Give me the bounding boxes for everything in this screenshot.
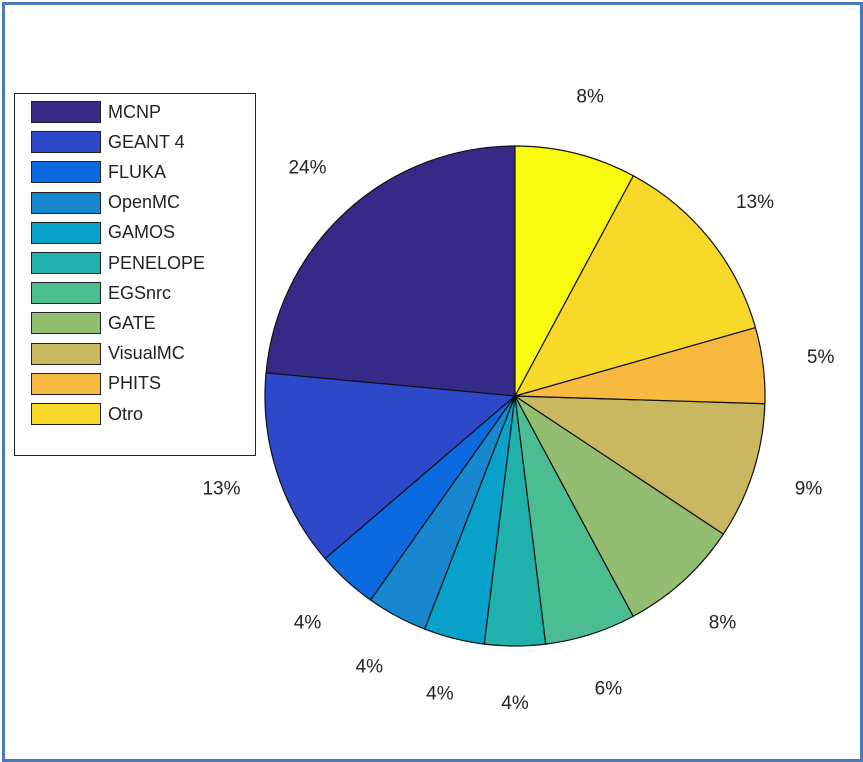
slice-percent-label: 4%: [426, 684, 454, 705]
legend-item-penelope: PENELOPE: [31, 250, 205, 276]
pie-slice-mcnp: [265, 145, 516, 397]
legend-swatch: [31, 372, 101, 395]
slice-percent-label: 4%: [501, 693, 529, 714]
legend-label: Otro: [108, 403, 144, 424]
slice-percent-label: 13%: [202, 478, 240, 499]
slice-percent-label: 5%: [807, 347, 835, 368]
pie-slice-visualmc: [512, 395, 766, 535]
legend-item-phits: PHITS: [31, 371, 161, 397]
slice-percent-label: 4%: [356, 656, 384, 677]
legend-label: GAMOS: [108, 222, 176, 243]
legend-item-gamos: GAMOS: [31, 220, 175, 246]
legend-item-visualmc: VisualMC: [31, 341, 185, 367]
legend-swatch: [31, 101, 101, 123]
slice-percent-label: 8%: [709, 613, 737, 634]
legend-item-mcnp: MCNP: [31, 99, 161, 125]
legend-label: OpenMC: [108, 192, 181, 213]
legend-item-otro: Otro: [31, 401, 143, 427]
legend-label: GEANT 4: [108, 131, 185, 152]
pie-slice-unlabeled: [514, 145, 635, 397]
legend-swatch: [31, 252, 101, 274]
legend-swatch: [31, 161, 101, 184]
legend-label: PENELOPE: [108, 252, 206, 273]
legend-item-fluka: FLUKA: [31, 159, 166, 185]
legend-item-gate: GATE: [31, 310, 156, 336]
slice-percent-label: 9%: [795, 478, 823, 499]
legend-label: FLUKA: [108, 161, 167, 182]
legend-swatch: [31, 131, 101, 154]
slice-percent-label: 4%: [294, 613, 322, 634]
legend-item-egsnrc: EGSnrc: [31, 280, 171, 306]
legend-swatch: [31, 403, 101, 425]
legend-item-geant-4: GEANT 4: [31, 129, 185, 155]
legend-label: PHITS: [108, 373, 162, 394]
legend-item-openmc: OpenMC: [31, 190, 180, 216]
slice-percent-label: 13%: [736, 192, 774, 213]
legend-swatch: [31, 342, 101, 365]
pie-slice-geant-4: [264, 372, 517, 560]
legend-label: GATE: [108, 312, 156, 333]
pie-slice-gate: [514, 395, 725, 618]
legend-swatch: [31, 282, 101, 305]
legend-swatch: [31, 191, 101, 214]
slice-percent-label: 6%: [595, 679, 623, 700]
pie-slice-otro: [513, 174, 757, 397]
slice-percent-label: 8%: [576, 86, 604, 107]
slice-percent-label: 24%: [288, 157, 326, 178]
legend-swatch: [31, 312, 101, 335]
legend-label: VisualMC: [108, 343, 185, 364]
legend: MCNP GEANT 4 FLUKA OpenMC GAMOS PENELOPE EGSnr…: [14, 93, 256, 456]
legend-swatch: [31, 221, 101, 244]
legend-label: EGSnrc: [108, 282, 172, 303]
legend-label: MCNP: [108, 101, 161, 122]
